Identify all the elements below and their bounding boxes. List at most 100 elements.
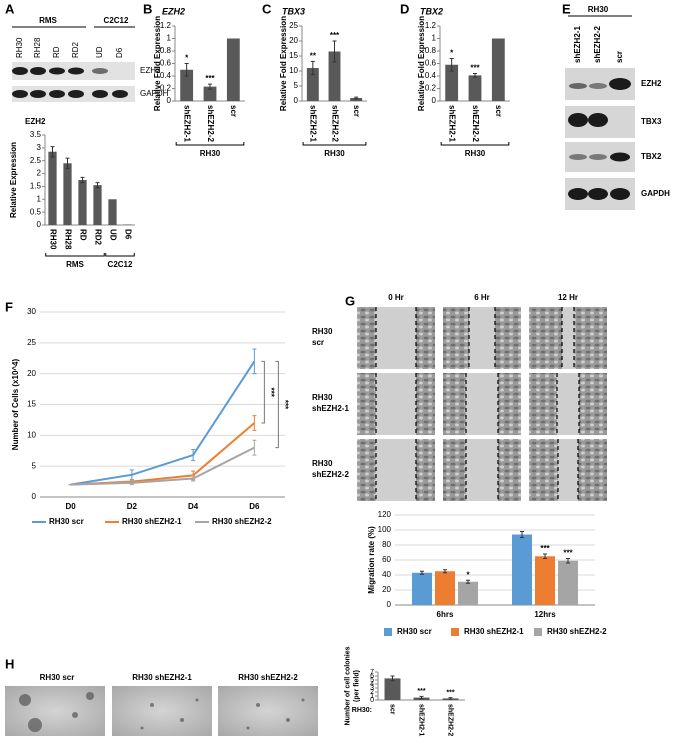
y-tick-label: 20 bbox=[289, 36, 298, 45]
panel-letter: C bbox=[262, 1, 272, 16]
lane-label: shEZH2-1 bbox=[573, 26, 582, 63]
colony bbox=[86, 692, 94, 700]
colony bbox=[286, 718, 290, 722]
time-label: 12 Hr bbox=[558, 293, 578, 302]
row-label: RH30 bbox=[312, 327, 333, 336]
group-bracket bbox=[302, 142, 367, 146]
panel-letter: A bbox=[5, 1, 15, 16]
bar bbox=[226, 38, 240, 101]
lane-label: UD bbox=[95, 46, 104, 58]
legend-label: RH30 shEZH2-2 bbox=[212, 517, 272, 526]
y-tick-label: 0.6 bbox=[160, 59, 172, 68]
colony bbox=[28, 718, 42, 732]
x-tick-label: D4 bbox=[188, 502, 199, 511]
error-bar bbox=[252, 348, 257, 375]
x-tick-label: shEZH2-2 bbox=[471, 105, 480, 142]
colony bbox=[256, 703, 260, 707]
band-label: TBX2 bbox=[641, 152, 662, 161]
wound-gap bbox=[376, 307, 416, 369]
lane-label: RD2 bbox=[71, 41, 80, 58]
significance: * bbox=[450, 49, 454, 58]
x-tick-label: UD bbox=[108, 229, 117, 241]
error-bar bbox=[473, 73, 477, 78]
error-bar bbox=[208, 83, 212, 90]
legend-label: RH30 scr bbox=[49, 517, 84, 526]
group-label: RH30 bbox=[324, 149, 345, 158]
bar bbox=[384, 678, 401, 700]
y-tick-label: 1 bbox=[167, 34, 172, 43]
bands bbox=[569, 78, 631, 90]
y-tick-label: 5 bbox=[370, 677, 374, 684]
error-bar bbox=[449, 58, 454, 72]
wound-gap bbox=[466, 373, 498, 435]
x-tick-label: shEZH2-1 bbox=[309, 105, 318, 142]
lane-label: RH28 bbox=[33, 37, 42, 58]
significance: *** bbox=[470, 64, 480, 73]
panel-letter: D bbox=[400, 1, 409, 16]
bar bbox=[350, 98, 363, 101]
significance: *** bbox=[563, 549, 573, 558]
chart-title: TBX2 bbox=[420, 6, 443, 16]
x-tick-label: RD2 bbox=[93, 229, 102, 246]
error-bar bbox=[354, 96, 359, 100]
x-tick-label: shEZH2-1 bbox=[418, 704, 425, 736]
x-tick-label: D2 bbox=[127, 502, 138, 511]
significance: * bbox=[466, 570, 470, 579]
bands bbox=[568, 188, 630, 200]
bar bbox=[306, 68, 319, 101]
y-axis-label: (per field) bbox=[353, 670, 360, 702]
y-tick-label: 0.5 bbox=[30, 207, 42, 216]
group-label: RMS bbox=[66, 260, 84, 269]
y-tick-label: 0 bbox=[167, 96, 172, 105]
chart-title: TBX3 bbox=[282, 6, 305, 16]
y-tick-label: 0.8 bbox=[425, 46, 437, 55]
y-axis-label: Relative Fold Expression bbox=[417, 16, 426, 111]
blot-group: C2C12 bbox=[104, 16, 129, 25]
wound-gap bbox=[558, 439, 578, 501]
y-tick-label: 120 bbox=[378, 510, 392, 519]
error-bar bbox=[95, 182, 100, 189]
significance: *** bbox=[280, 400, 289, 410]
blot-e: RH30 shEZH2-1 shEZH2-2 scr EZH2 TBX3 TBX… bbox=[565, 5, 670, 210]
bar bbox=[468, 75, 482, 101]
x-tick-label: D0 bbox=[66, 502, 77, 511]
error-bar bbox=[420, 570, 424, 575]
lane-label: shEZH2-2 bbox=[593, 26, 602, 63]
colony bbox=[246, 726, 250, 730]
y-tick-label: 0.2 bbox=[425, 84, 437, 93]
x-axis-label: RH30: bbox=[352, 707, 372, 714]
y-tick-label: 2.5 bbox=[30, 156, 42, 165]
bar bbox=[78, 180, 87, 225]
x-tick-label: RH30 bbox=[48, 229, 57, 250]
band-label: EZH2 bbox=[140, 66, 161, 75]
y-axis-label: Relative Fold Expression bbox=[153, 16, 162, 111]
error-bar bbox=[448, 697, 453, 700]
wound-gap bbox=[376, 439, 416, 501]
lane-label: RH30 bbox=[15, 37, 24, 58]
image-label: RH30 shEZH2-1 bbox=[132, 673, 192, 682]
x-tick-label: scr bbox=[494, 105, 503, 117]
error-bar bbox=[184, 63, 189, 77]
y-tick-label: 100 bbox=[378, 525, 392, 534]
legend-swatch bbox=[384, 628, 392, 636]
cell-line: RH30 bbox=[588, 5, 609, 14]
error-bar bbox=[50, 146, 55, 158]
y-axis-label: Migration rate (%) bbox=[367, 526, 376, 594]
y-tick-label: 0 bbox=[387, 600, 392, 609]
significance: *** bbox=[446, 689, 454, 696]
significance: * bbox=[185, 54, 189, 63]
x-tick-label: shEZH2-2 bbox=[330, 105, 339, 142]
bar bbox=[412, 572, 432, 605]
y-tick-label: 3.5 bbox=[30, 130, 42, 139]
x-tick-label: scr bbox=[352, 105, 361, 117]
y-tick-label: 0.2 bbox=[160, 84, 172, 93]
wound-gap bbox=[557, 373, 579, 435]
colony bbox=[19, 694, 31, 706]
x-tick-label: scr bbox=[389, 704, 396, 715]
error-bar bbox=[466, 579, 470, 584]
x-tick-label: 12hrs bbox=[534, 610, 556, 619]
bar bbox=[558, 560, 578, 605]
micrograph bbox=[218, 686, 318, 736]
y-tick-label: 0.4 bbox=[425, 71, 437, 80]
